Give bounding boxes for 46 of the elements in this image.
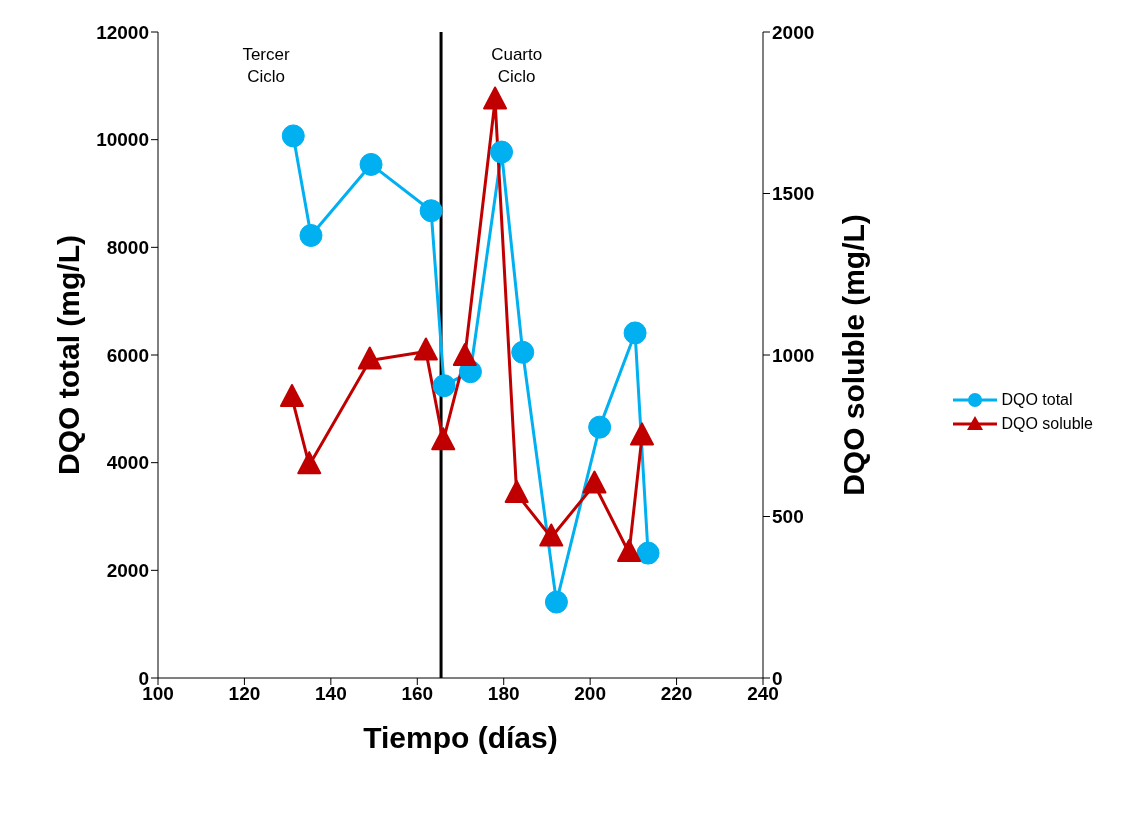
y-tick-label: 10000 bbox=[96, 129, 149, 151]
legend-label: DQO soluble bbox=[1001, 415, 1093, 433]
annotation: Cuarto Ciclo bbox=[490, 44, 544, 88]
x-tick-label: 220 bbox=[660, 683, 693, 705]
point bbox=[588, 415, 612, 439]
y-tick-label: 6000 bbox=[106, 344, 149, 366]
point bbox=[279, 383, 304, 407]
point bbox=[636, 541, 660, 565]
y-tick-label: 8000 bbox=[106, 237, 149, 259]
point bbox=[483, 86, 508, 110]
y2-tick-label: 1500 bbox=[772, 183, 815, 205]
point bbox=[582, 470, 607, 494]
x-axis-title: Tiempo (días) bbox=[363, 721, 558, 754]
point bbox=[357, 346, 382, 370]
point bbox=[544, 590, 568, 614]
point bbox=[623, 321, 647, 345]
point bbox=[617, 539, 642, 562]
point bbox=[432, 374, 456, 398]
y-tick-label: 2000 bbox=[106, 560, 149, 582]
x-tick-label: 200 bbox=[574, 683, 606, 705]
y2-tick-label: 500 bbox=[772, 506, 804, 528]
y-tick-label: 4000 bbox=[106, 452, 149, 474]
y-axis-title: DQO total (mg/L) bbox=[51, 235, 85, 475]
annotation: Tercer Ciclo bbox=[241, 44, 291, 88]
y-tick-label: 12000 bbox=[96, 21, 149, 43]
y2-tick-label: 2000 bbox=[772, 21, 815, 43]
y2-tick-label: 1000 bbox=[772, 344, 815, 366]
point bbox=[539, 523, 564, 547]
x-tick-label: 120 bbox=[228, 683, 261, 705]
point bbox=[413, 337, 438, 361]
point bbox=[281, 124, 305, 148]
point bbox=[630, 422, 654, 446]
point bbox=[511, 340, 535, 364]
y2-axis-title: DQO soluble (mg/L) bbox=[836, 214, 870, 496]
legend-label: DQO total bbox=[1001, 391, 1073, 409]
point bbox=[297, 451, 322, 475]
point bbox=[431, 427, 456, 451]
point bbox=[504, 479, 529, 503]
x-tick-label: 140 bbox=[315, 683, 347, 705]
point bbox=[299, 223, 323, 247]
x-tick-label: 180 bbox=[487, 683, 520, 705]
point bbox=[490, 140, 514, 164]
point bbox=[419, 199, 443, 223]
point bbox=[359, 152, 383, 176]
x-tick-label: 160 bbox=[401, 683, 434, 705]
point bbox=[452, 342, 477, 366]
